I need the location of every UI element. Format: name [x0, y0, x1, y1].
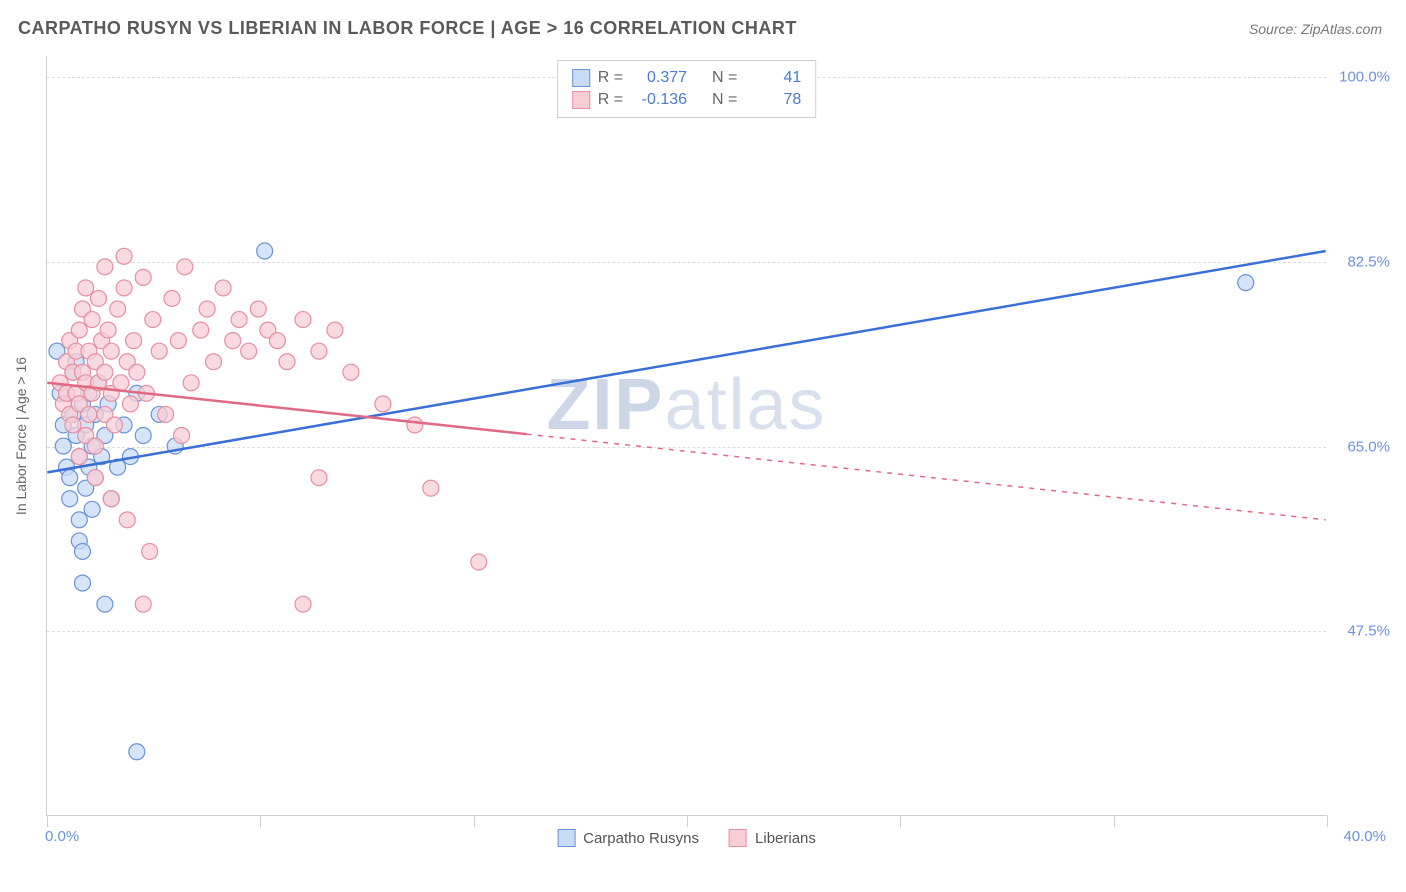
legend-label: Liberians — [755, 830, 816, 847]
data-point — [135, 596, 151, 612]
y-tick-label: 82.5% — [1347, 253, 1390, 270]
data-point — [327, 322, 343, 338]
data-point — [164, 290, 180, 306]
data-point — [471, 554, 487, 570]
data-point — [81, 406, 97, 422]
data-point — [103, 343, 119, 359]
data-point — [84, 312, 100, 328]
data-point — [71, 449, 87, 465]
data-point — [71, 322, 87, 338]
data-point — [90, 290, 106, 306]
data-point — [142, 543, 158, 559]
x-axis-max-label: 40.0% — [1343, 828, 1386, 845]
stat-label: R = — [598, 69, 623, 87]
swatch-icon — [557, 829, 575, 847]
legend-label: Carpatho Rusyns — [583, 830, 699, 847]
data-point — [62, 491, 78, 507]
data-point — [177, 259, 193, 275]
data-point — [119, 512, 135, 528]
y-tick-label: 47.5% — [1347, 623, 1390, 640]
data-point — [183, 375, 199, 391]
data-point — [279, 354, 295, 370]
data-point — [206, 354, 222, 370]
data-point — [62, 470, 78, 486]
swatch-icon — [572, 69, 590, 87]
data-point — [343, 364, 359, 380]
regression-line — [47, 251, 1325, 472]
stats-box: R = 0.377 N = 41 R = -0.136 N = 78 — [557, 60, 817, 118]
y-axis-title: In Labor Force | Age > 16 — [13, 356, 29, 514]
stat-value: 78 — [745, 91, 801, 109]
stat-label: N = — [712, 69, 737, 87]
data-point — [257, 243, 273, 259]
data-point — [97, 364, 113, 380]
data-point — [116, 280, 132, 296]
data-point — [295, 596, 311, 612]
data-point — [87, 438, 103, 454]
data-point — [199, 301, 215, 317]
data-point — [78, 280, 94, 296]
chart-title: CARPATHO RUSYN VS LIBERIAN IN LABOR FORC… — [18, 18, 797, 39]
data-point — [55, 438, 71, 454]
stat-value: 0.377 — [631, 69, 687, 87]
y-tick-label: 65.0% — [1347, 438, 1390, 455]
data-point — [126, 333, 142, 349]
data-point — [135, 269, 151, 285]
stat-value: -0.136 — [631, 91, 687, 109]
stats-row: R = -0.136 N = 78 — [572, 89, 802, 111]
data-point — [84, 501, 100, 517]
data-point — [231, 312, 247, 328]
data-point — [174, 428, 190, 444]
data-point — [295, 312, 311, 328]
data-point — [129, 744, 145, 760]
stat-value: 41 — [745, 69, 801, 87]
legend-item: Carpatho Rusyns — [557, 829, 699, 847]
legend: Carpatho Rusyns Liberians — [557, 829, 816, 847]
chart-area: In Labor Force | Age > 16 100.0%82.5%65.… — [46, 56, 1326, 816]
data-point — [269, 333, 285, 349]
data-point — [129, 364, 145, 380]
data-point — [75, 575, 91, 591]
data-point — [145, 312, 161, 328]
data-point — [65, 417, 81, 433]
data-point — [110, 301, 126, 317]
data-point — [193, 322, 209, 338]
data-point — [225, 333, 241, 349]
swatch-icon — [729, 829, 747, 847]
data-point — [122, 396, 138, 412]
data-point — [250, 301, 266, 317]
data-point — [170, 333, 186, 349]
scatter-plot — [47, 56, 1326, 815]
data-point — [1238, 275, 1254, 291]
y-tick-label: 100.0% — [1339, 69, 1390, 86]
data-point — [100, 322, 116, 338]
data-point — [97, 259, 113, 275]
data-point — [423, 480, 439, 496]
data-point — [116, 248, 132, 264]
data-point — [135, 428, 151, 444]
data-point — [241, 343, 257, 359]
stats-row: R = 0.377 N = 41 — [572, 67, 802, 89]
data-point — [97, 596, 113, 612]
data-point — [375, 396, 391, 412]
data-point — [113, 375, 129, 391]
data-point — [87, 470, 103, 486]
data-point — [151, 343, 167, 359]
data-point — [158, 406, 174, 422]
source-label: Source: ZipAtlas.com — [1249, 21, 1382, 37]
data-point — [71, 512, 87, 528]
legend-item: Liberians — [729, 829, 816, 847]
swatch-icon — [572, 91, 590, 109]
stat-label: R = — [598, 91, 623, 109]
data-point — [75, 543, 91, 559]
data-point — [215, 280, 231, 296]
data-point — [106, 417, 122, 433]
data-point — [311, 470, 327, 486]
data-point — [103, 491, 119, 507]
regression-line-extrapolated — [527, 434, 1326, 520]
data-point — [311, 343, 327, 359]
data-point — [407, 417, 423, 433]
x-axis-min-label: 0.0% — [45, 828, 79, 845]
stat-label: N = — [712, 91, 737, 109]
